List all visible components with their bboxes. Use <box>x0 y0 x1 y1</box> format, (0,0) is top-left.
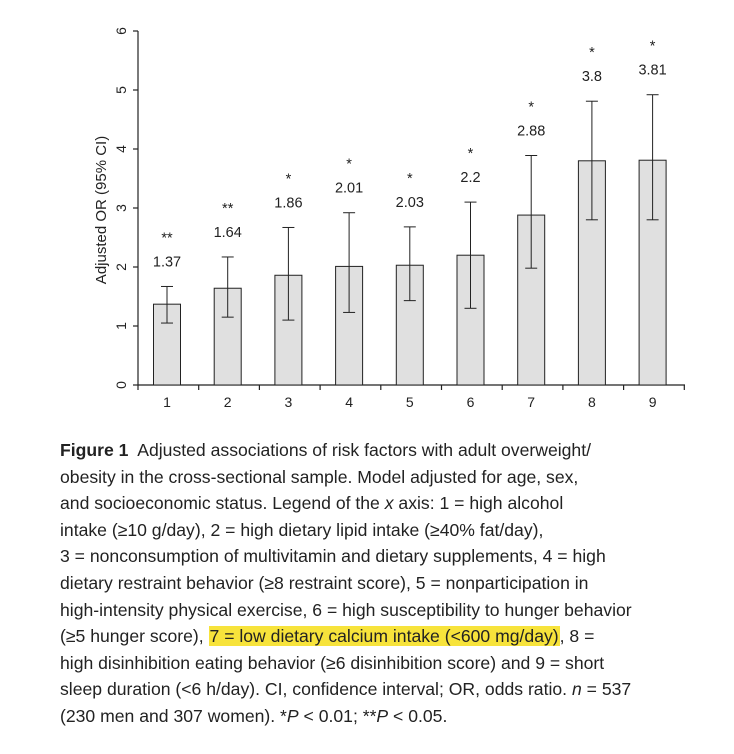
y-tick-label: 2 <box>113 263 129 271</box>
caption-line-11c: < 0.05. <box>388 705 448 726</box>
x-tick-label: 1 <box>163 394 171 410</box>
caption-line-8a: (≥5 hunger score), <box>60 626 209 647</box>
y-tick-label: 4 <box>113 145 129 153</box>
x-tick-label: 5 <box>406 394 414 410</box>
caption-line-3: and socioeconomic status. Legend of the <box>60 493 385 514</box>
caption-line-8b: , 8 = <box>559 626 595 647</box>
significance-marker: ** <box>222 201 234 217</box>
x-tick-label: 6 <box>467 394 475 410</box>
x-tick-label: 9 <box>649 394 657 410</box>
data-label: 2.2 <box>460 170 480 186</box>
figure-caption: Figure 1 Adjusted associations of risk f… <box>60 437 725 730</box>
caption-p-italic-1: P <box>286 705 299 726</box>
data-label: 1.37 <box>153 254 181 270</box>
caption-x-italic: x <box>384 493 394 514</box>
x-ticks: 1 2 3 4 5 6 7 8 9 <box>137 385 685 410</box>
significance-marker: * <box>468 146 474 162</box>
y-tick-label: 3 <box>113 204 129 212</box>
significance-marker: * <box>286 171 292 187</box>
highlighted-text: 7 = low dietary calcium intake (<600 mg/… <box>208 626 560 647</box>
caption-p-italic-2: P <box>376 705 389 726</box>
data-label: 1.64 <box>214 225 242 241</box>
y-ticks: 0 1 2 3 4 5 6 <box>113 27 138 389</box>
caption-line-1: Adjusted associations of risk factors wi… <box>137 440 591 460</box>
caption-line-7: high-intensity physical exercise, 6 = hi… <box>60 599 632 620</box>
significance-marker: * <box>346 157 352 173</box>
significance-marker: * <box>407 171 413 187</box>
figure-label: Figure 1 <box>60 440 129 460</box>
caption-line-9: high disinhibition eating behavior (≥6 d… <box>60 652 605 673</box>
caption-line-10a: sleep duration (<6 h/day). CI, confidenc… <box>60 679 572 700</box>
x-tick-label: 2 <box>224 394 232 410</box>
caption-line-4: intake (≥10 g/day), 2 = high dietary lip… <box>60 519 544 540</box>
caption-line-2: obesity in the cross-sectional sample. M… <box>60 466 579 487</box>
y-axis-label: Adjusted OR (95% CI) <box>93 136 110 284</box>
x-tick-label: 8 <box>588 394 596 410</box>
x-tick-label: 7 <box>527 394 535 410</box>
caption-line-3b: axis: 1 = high alcohol <box>393 493 564 514</box>
y-tick-label: 5 <box>113 86 129 94</box>
data-label: 2.01 <box>335 181 363 197</box>
significance-marker: * <box>589 45 595 61</box>
error-bars <box>161 94 659 324</box>
significance-marker: * <box>528 99 534 115</box>
caption-line-10b: = 537 <box>581 679 632 700</box>
data-label: 1.86 <box>274 195 302 211</box>
caption-n-italic: n <box>571 679 582 700</box>
significance-marker: * <box>650 39 656 55</box>
x-tick-label: 3 <box>285 394 293 410</box>
caption-line-11b: < 0.01; ** <box>298 705 377 726</box>
data-label: 2.03 <box>396 195 424 211</box>
caption-line-6: dietary restraint behavior (≥8 restraint… <box>60 572 589 593</box>
data-label: 2.88 <box>517 123 545 139</box>
caption-line-11a: (230 men and 307 women). * <box>60 705 287 726</box>
y-tick-label: 1 <box>113 322 129 330</box>
x-tick-label: 4 <box>345 394 353 410</box>
data-labels: 1.37** 1.64** 1.86*2.01*2.03* 2.2*2.88*3.8*… <box>153 39 667 271</box>
data-label: 3.81 <box>638 63 666 79</box>
significance-marker: ** <box>161 230 173 246</box>
y-tick-label: 6 <box>113 27 129 35</box>
y-tick-label: 0 <box>113 381 129 389</box>
caption-line-5: 3 = nonconsumption of multivitamin and d… <box>60 546 606 567</box>
data-label: 3.8 <box>582 69 602 85</box>
